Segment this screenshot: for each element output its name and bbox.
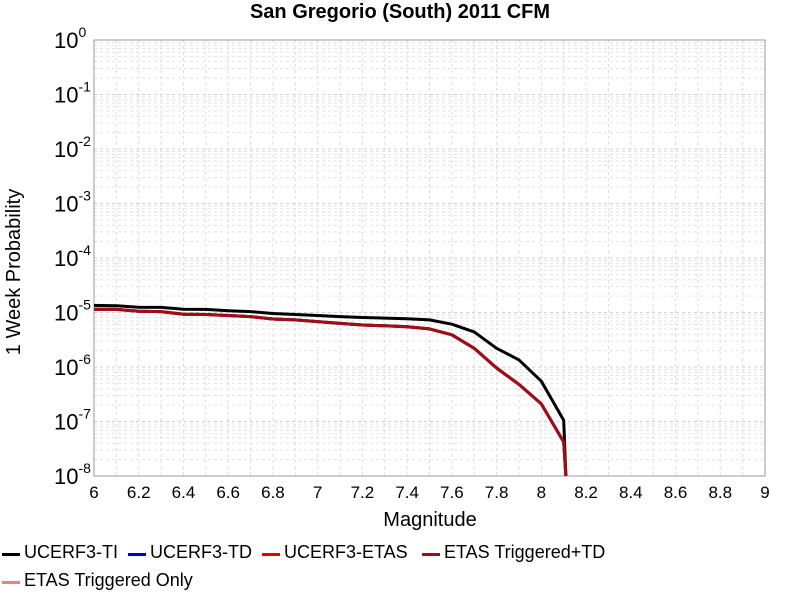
- y-tick-label: 10-6: [54, 351, 91, 380]
- x-tick-label: 7.2: [351, 483, 375, 502]
- y-axis-ticks: 100 10-1 10-2 10-3 10-4 10-5 10-6 10-7 10-8: [54, 24, 91, 489]
- legend-item-etas-triggered-only: ETAS Triggered Only: [2, 566, 193, 594]
- legend-label: UCERF3-ETAS: [284, 541, 408, 562]
- x-tick-label: 6.8: [261, 483, 285, 502]
- legend-label: ETAS Triggered+TD: [444, 541, 606, 562]
- chart: San Gregorio (South) 2011 CFM 6 6.2 6.4 6.6…: [3, 1, 770, 531]
- legend-swatch: [422, 552, 440, 556]
- y-tick-label: 10-7: [54, 406, 91, 435]
- x-tick-label: 9: [760, 483, 769, 502]
- x-axis-label: Magnitude: [383, 509, 476, 531]
- y-tick-label: 10-2: [54, 133, 91, 162]
- y-tick-label: 10-5: [54, 297, 91, 326]
- x-tick-label: 8: [537, 483, 546, 502]
- plot-area: [93, 39, 766, 477]
- legend: UCERF3-TI UCERF3-TD UCERF3-ETAS ETAS Tri…: [0, 536, 800, 600]
- legend-item-ucerf3-ti: UCERF3-TI: [2, 538, 118, 566]
- legend-item-ucerf3-td: UCERF3-TD: [128, 538, 252, 566]
- y-tick-label: 100: [54, 24, 86, 53]
- legend-item-etas-triggered-td: ETAS Triggered+TD: [422, 538, 605, 566]
- chart-title: San Gregorio (South) 2011 CFM: [250, 1, 550, 23]
- x-tick-label: 7.8: [485, 483, 509, 502]
- x-tick-label: 8.2: [574, 483, 598, 502]
- legend-label: UCERF3-TD: [150, 541, 252, 562]
- x-tick-label: 8.8: [708, 483, 732, 502]
- series-line-3: [93, 307, 568, 477]
- y-axis-label: 1 Week Probability: [3, 189, 25, 355]
- y-tick-label: 10-1: [54, 79, 91, 108]
- series-lines: [93, 303, 568, 477]
- series-line-0: [93, 303, 568, 477]
- x-tick-label: 6.6: [216, 483, 240, 502]
- x-tick-label: 8.6: [664, 483, 688, 502]
- x-axis-ticks: 6 6.2 6.4 6.6 6.8 7 7.2 7.4 7.6 7.8 8 8.2 8.4 8.6 8.8 9: [89, 483, 769, 502]
- x-tick-label: 7.6: [440, 483, 464, 502]
- legend-label: ETAS Triggered Only: [24, 569, 193, 590]
- legend-swatch: [262, 552, 280, 556]
- grid: [94, 40, 765, 476]
- x-tick-label: 6: [89, 483, 98, 502]
- x-tick-label: 7.4: [395, 483, 419, 502]
- x-tick-label: 6.2: [127, 483, 151, 502]
- legend-item-ucerf3-etas: UCERF3-ETAS: [262, 538, 408, 566]
- y-tick-label: 10-3: [54, 188, 91, 217]
- x-tick-label: 6.4: [172, 483, 196, 502]
- y-tick-label: 10-4: [54, 242, 91, 271]
- legend-swatch: [128, 552, 146, 556]
- legend-label: UCERF3-TI: [24, 541, 118, 562]
- legend-swatch: [2, 580, 20, 584]
- y-tick-label: 10-8: [54, 460, 91, 489]
- x-tick-label: 8.4: [619, 483, 643, 502]
- x-tick-label: 7: [313, 483, 322, 502]
- legend-swatch: [2, 552, 20, 556]
